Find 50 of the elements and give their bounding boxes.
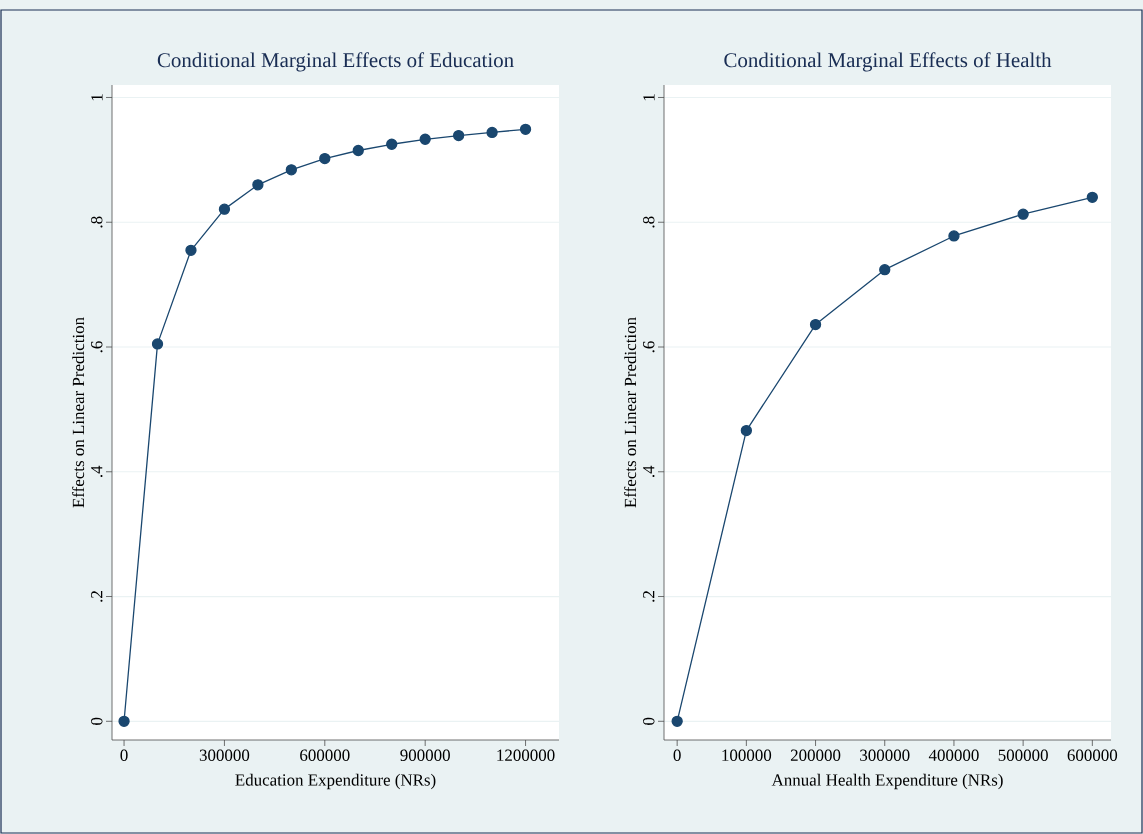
point [118, 715, 130, 727]
x-tick-label: 1200000 [497, 749, 555, 761]
y-tick-label: .2 [643, 591, 655, 602]
point [452, 129, 465, 142]
chart-title: Conditional Marginal Effects of Health [724, 52, 1052, 72]
y-tick-label: .4 [91, 465, 103, 478]
x-tick-label: 600000 [300, 749, 350, 761]
chart-title: Conditional Marginal Effects of Education [157, 52, 514, 72]
point [1086, 191, 1098, 203]
x-axis-title: Annual Health Expenditure (NRs) [771, 773, 1003, 790]
x-tick-label: 0 [673, 749, 681, 761]
x-tick-label: 100000 [722, 749, 772, 761]
y-tick-label: 0 [91, 717, 103, 725]
y-tick-label: 1 [91, 94, 103, 101]
y-tick-label: 1 [643, 94, 655, 101]
point [285, 164, 297, 176]
x-tick-label: 300000 [860, 749, 910, 761]
point [1017, 208, 1029, 220]
y-tick-label: .8 [642, 216, 655, 228]
point [879, 264, 891, 276]
x-tick-label: 0 [120, 749, 128, 761]
x-tick-label: 600000 [1067, 749, 1118, 761]
y-tick-label: 0 [643, 717, 655, 725]
point [740, 424, 753, 437]
y-tick-label: .6 [91, 341, 103, 353]
x-tick-label: 200000 [790, 749, 841, 761]
y-tick-label: .6 [643, 341, 655, 353]
point [671, 715, 683, 727]
point [218, 203, 231, 215]
point [319, 152, 331, 165]
point [352, 144, 364, 157]
point [151, 338, 164, 350]
point [486, 126, 498, 139]
x-tick-label: 400000 [928, 749, 979, 761]
x-tick-label: 900000 [400, 749, 450, 761]
y-tick-label: .8 [90, 216, 103, 228]
point [948, 230, 960, 242]
x-tick-label: 300000 [199, 749, 250, 761]
y-tick-label: .4 [643, 465, 655, 478]
point [185, 244, 197, 256]
point [386, 138, 398, 150]
point [809, 318, 822, 331]
point [519, 123, 532, 135]
point [419, 133, 431, 145]
y-axis-title: Effects on Linear Prediction [624, 317, 637, 508]
y-axis-title: Effects on Linear Prediction [72, 317, 85, 508]
x-axis-title: Education Expenditure (NRs) [235, 773, 436, 790]
y-tick-label: .2 [91, 591, 103, 602]
point [252, 179, 264, 191]
x-tick-label: 500000 [998, 749, 1048, 761]
